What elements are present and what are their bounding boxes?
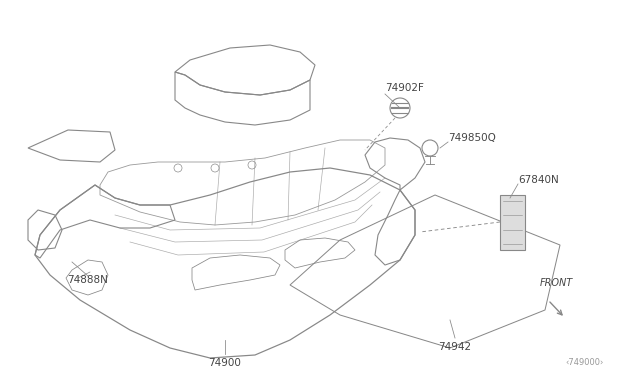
Text: 74942: 74942 bbox=[438, 342, 472, 352]
Text: 74902F: 74902F bbox=[385, 83, 424, 93]
Text: 749850Q: 749850Q bbox=[448, 133, 496, 143]
Text: 74900: 74900 bbox=[209, 358, 241, 368]
Text: 74888N: 74888N bbox=[68, 275, 108, 285]
Text: 67840N: 67840N bbox=[518, 175, 559, 185]
Text: ‹749000›: ‹749000› bbox=[565, 358, 604, 367]
Text: FRONT: FRONT bbox=[540, 278, 573, 288]
Bar bbox=[500, 195, 525, 250]
